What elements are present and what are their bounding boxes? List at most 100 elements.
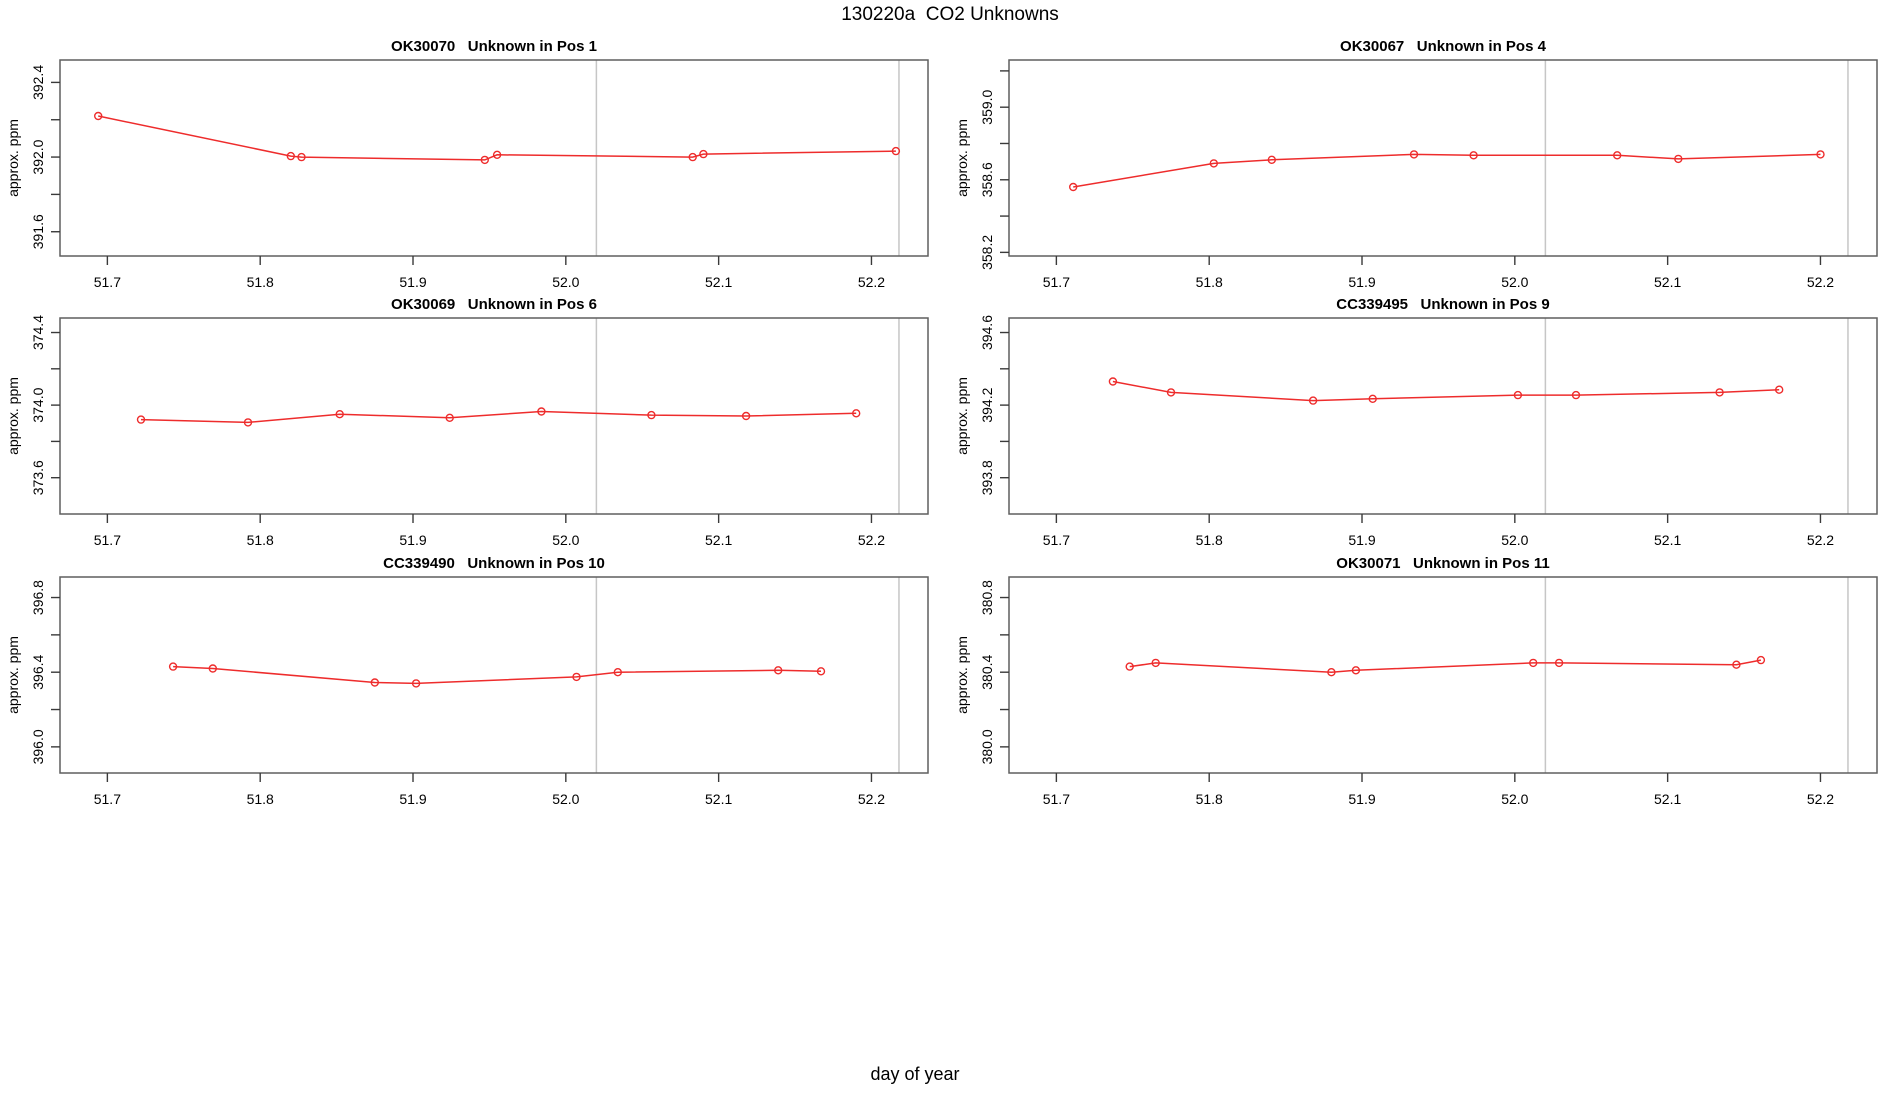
plot-box xyxy=(1008,576,1878,774)
data-point xyxy=(1469,151,1478,160)
y-tick-label: 359.0 xyxy=(979,89,995,124)
data-point xyxy=(1327,667,1336,677)
data-point xyxy=(741,411,751,421)
x-tick-label: 52.2 xyxy=(1807,274,1834,290)
data-point xyxy=(1816,150,1825,159)
x-tick-label: 52.1 xyxy=(1654,274,1681,290)
data-point xyxy=(891,146,901,156)
y-axis-title: approx. ppm xyxy=(954,377,970,455)
data-point xyxy=(93,111,103,121)
x-tick-label: 52.0 xyxy=(552,791,579,807)
data-point xyxy=(1209,159,1218,168)
x-tick-label: 52.1 xyxy=(705,791,732,807)
plot-box xyxy=(59,59,929,257)
data-point xyxy=(1068,182,1078,192)
data-point xyxy=(774,666,783,675)
subplot-ok30067-pos-4: 51.7 51.8 51.9 52.0 52.1 52.2 358.2 358.6 359.0 O… xyxy=(954,38,1878,290)
y-tick-label: 374.4 xyxy=(30,315,46,350)
x-tick-label: 51.9 xyxy=(399,274,426,290)
y-tick-label: 396.4 xyxy=(30,654,46,689)
x-tick-label: 52.2 xyxy=(1807,532,1834,548)
series-line xyxy=(1073,153,1821,188)
y-tick-label: 394.2 xyxy=(979,387,995,422)
subplot-ok30069-pos-6: 51.7 51.8 51.9 52.0 52.1 52.2 373.6 374.0 374.4 O… xyxy=(5,296,929,548)
y-tick-label: 373.6 xyxy=(30,460,46,495)
series-line xyxy=(1129,659,1762,673)
y-tick-label: 392.0 xyxy=(30,139,46,174)
data-point xyxy=(286,151,295,161)
y-tick-label: 393.8 xyxy=(979,460,995,495)
x-tick-label: 51.7 xyxy=(94,791,121,807)
x-tick-label: 51.7 xyxy=(1043,791,1070,807)
x-tick-label: 52.1 xyxy=(1654,791,1681,807)
subplot-title: OK30071 Unknown in Pos 11 xyxy=(1336,555,1549,572)
data-point xyxy=(613,667,622,677)
data-point xyxy=(1267,155,1276,165)
plot-box xyxy=(1008,59,1878,257)
x-axis-label: day of year xyxy=(870,1064,960,1084)
figure-title: 130220a CO2 Unknowns xyxy=(841,4,1059,25)
y-tick-label: 394.6 xyxy=(979,315,995,350)
x-tick-label: 52.2 xyxy=(858,791,885,807)
x-tick-label: 52.1 xyxy=(1654,532,1681,548)
x-tick-label: 52.1 xyxy=(705,532,732,548)
data-point xyxy=(335,409,344,419)
plot-box xyxy=(59,576,929,774)
data-point xyxy=(1513,390,1523,400)
y-axis-title: approx. ppm xyxy=(954,119,970,197)
y-tick-label: 392.4 xyxy=(30,65,46,100)
data-point xyxy=(1674,154,1683,164)
data-point xyxy=(1308,396,1318,405)
subplot-cc339490-pos-10: 51.7 51.8 51.9 52.0 52.1 52.2 396.0 396.4 396.8 C… xyxy=(5,555,929,807)
x-tick-label: 51.8 xyxy=(1196,532,1223,548)
data-point xyxy=(243,418,253,427)
series-line xyxy=(140,410,857,424)
y-axis-title: approx. ppm xyxy=(5,636,21,714)
series-line xyxy=(98,115,896,161)
data-point xyxy=(297,152,306,162)
data-point xyxy=(1166,388,1176,397)
y-tick-label: 380.4 xyxy=(979,654,995,689)
y-axis-title: approx. ppm xyxy=(5,119,21,197)
subplot-title: OK30069 Unknown in Pos 6 xyxy=(391,296,597,313)
x-tick-label: 51.8 xyxy=(247,274,274,290)
x-tick-label: 52.0 xyxy=(1501,274,1528,290)
data-point xyxy=(1108,377,1118,386)
y-axis-title: approx. ppm xyxy=(954,636,970,714)
y-tick-label: 358.2 xyxy=(979,235,995,270)
data-point xyxy=(816,667,826,676)
y-tick-label: 380.8 xyxy=(979,580,995,615)
x-tick-label: 51.9 xyxy=(1348,274,1375,290)
subplot-ok30071-pos-11: 51.7 51.8 51.9 52.0 52.1 52.2 380.0 380.4 380.8 O… xyxy=(954,555,1878,807)
data-point xyxy=(1732,660,1741,669)
data-point xyxy=(1351,666,1361,675)
data-point xyxy=(688,152,697,162)
x-tick-label: 52.2 xyxy=(858,274,885,290)
data-point xyxy=(1125,662,1134,671)
y-tick-label: 374.0 xyxy=(30,387,46,422)
x-tick-label: 52.0 xyxy=(552,532,579,548)
data-point xyxy=(1151,658,1160,668)
subplot-title: CC339490 Unknown in Pos 10 xyxy=(383,555,605,572)
x-tick-label: 51.9 xyxy=(1348,791,1375,807)
data-point xyxy=(136,415,146,424)
series-line xyxy=(1112,380,1780,402)
x-tick-label: 51.9 xyxy=(399,532,426,548)
series-line xyxy=(173,665,822,685)
data-point xyxy=(1571,390,1581,400)
x-tick-label: 51.8 xyxy=(247,532,274,548)
data-point xyxy=(1775,385,1784,394)
x-tick-label: 51.7 xyxy=(94,274,121,290)
data-point xyxy=(1613,151,1622,160)
x-tick-label: 52.2 xyxy=(1807,791,1834,807)
x-tick-label: 51.7 xyxy=(1043,532,1070,548)
data-point xyxy=(480,155,489,165)
y-tick-label: 380.0 xyxy=(979,729,995,764)
subplot-title: OK30070 Unknown in Pos 1 xyxy=(391,38,597,55)
data-point xyxy=(1756,655,1766,665)
subplot-title: OK30067 Unknown in Pos 4 xyxy=(1340,38,1547,55)
data-point xyxy=(1554,658,1564,668)
data-point xyxy=(1715,388,1724,397)
x-tick-label: 52.0 xyxy=(552,274,579,290)
